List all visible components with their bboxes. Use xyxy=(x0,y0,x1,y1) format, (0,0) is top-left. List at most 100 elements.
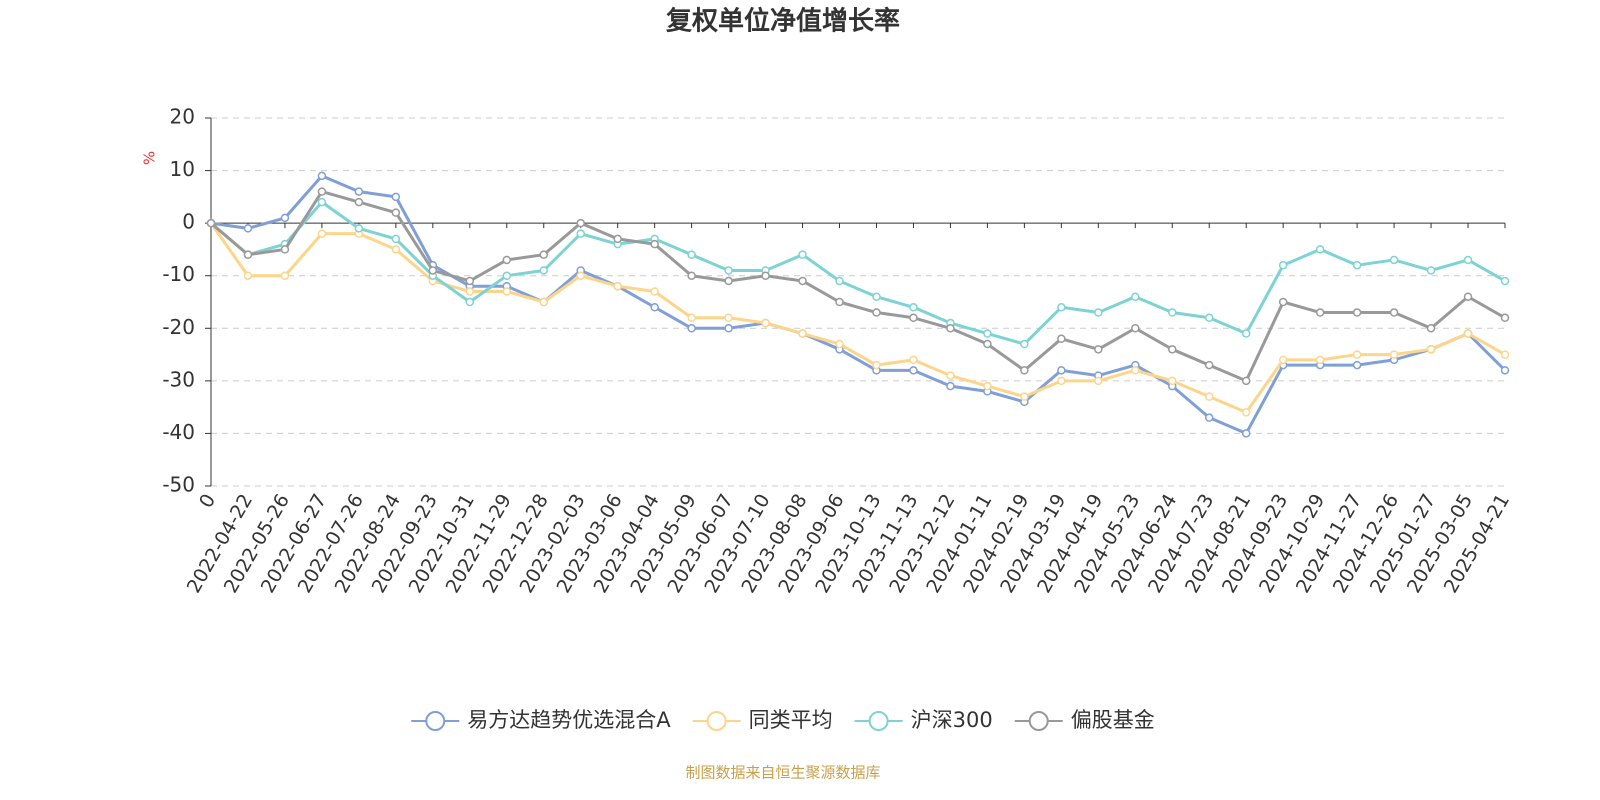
point-marker xyxy=(1352,260,1362,270)
point-marker xyxy=(539,250,548,259)
point-marker xyxy=(465,276,475,286)
point-marker xyxy=(1500,313,1510,323)
point-marker xyxy=(391,245,401,254)
point-marker xyxy=(243,224,253,233)
point-marker xyxy=(1020,339,1029,349)
point-marker xyxy=(1131,366,1140,375)
point-marker xyxy=(502,255,512,265)
y-tick-label: 20 xyxy=(170,105,195,129)
point-marker xyxy=(576,229,585,238)
point-marker xyxy=(835,276,844,286)
point-marker xyxy=(1168,345,1177,354)
point-marker xyxy=(1352,350,1362,359)
point-marker xyxy=(576,271,585,280)
point-marker xyxy=(761,318,770,328)
point-marker xyxy=(206,218,216,228)
point-marker xyxy=(428,266,438,275)
point-marker xyxy=(1241,408,1251,417)
y-tick-label: -20 xyxy=(162,315,195,339)
point-marker xyxy=(1426,345,1436,354)
legend-label: 同类平均 xyxy=(749,708,833,732)
y-tick-label: -50 xyxy=(162,473,195,497)
legend-item: 偏股基金 xyxy=(1014,708,1155,732)
point-marker xyxy=(1057,376,1066,386)
point-marker xyxy=(502,287,512,296)
point-marker xyxy=(909,313,918,323)
point-marker xyxy=(872,292,881,301)
point-marker xyxy=(687,271,696,280)
point-marker xyxy=(872,308,881,317)
point-marker xyxy=(465,287,475,296)
point-marker xyxy=(1426,266,1436,275)
point-marker xyxy=(983,339,992,349)
point-marker xyxy=(1020,392,1029,401)
point-marker xyxy=(280,245,290,254)
y-tick-label: -30 xyxy=(162,367,195,391)
point-marker xyxy=(391,208,401,217)
series-line xyxy=(210,190,1506,383)
y-tick-label: -10 xyxy=(162,262,195,286)
point-marker xyxy=(1463,292,1473,301)
point-marker xyxy=(1241,329,1251,338)
point-marker xyxy=(909,366,918,375)
chart-title: 复权单位净值增长率 xyxy=(666,6,900,37)
point-marker xyxy=(1168,308,1177,317)
point-marker xyxy=(1426,324,1436,333)
point-marker xyxy=(354,197,364,207)
series-line xyxy=(210,200,1506,346)
legend-label: 沪深300 xyxy=(911,708,993,732)
point-marker xyxy=(317,171,327,181)
legend-label: 易方达趋势优选混合A xyxy=(467,708,671,732)
point-marker xyxy=(724,276,733,286)
legend-item: 易方达趋势优选混合A xyxy=(411,708,671,732)
point-marker xyxy=(354,187,364,196)
point-marker xyxy=(1204,392,1214,401)
point-marker xyxy=(1352,308,1362,317)
point-marker xyxy=(391,192,401,202)
legend-label: 偏股基金 xyxy=(1071,708,1155,732)
point-marker xyxy=(1500,276,1510,286)
y-tick-label: 10 xyxy=(170,157,195,181)
source-note: 制图数据来自恒生聚源数据库 xyxy=(685,764,880,782)
point-marker xyxy=(724,324,733,333)
point-marker xyxy=(1057,334,1066,344)
point-marker xyxy=(1094,345,1103,354)
point-marker xyxy=(1315,308,1325,317)
point-marker xyxy=(1278,355,1288,365)
x-tick-label: 0 xyxy=(195,490,220,511)
point-marker xyxy=(1168,376,1177,386)
point-marker xyxy=(1057,366,1066,375)
point-marker xyxy=(1204,313,1214,323)
series-line xyxy=(209,222,1506,414)
point-marker xyxy=(761,271,770,280)
legend-swatch-marker xyxy=(1028,711,1049,731)
point-marker xyxy=(835,339,844,349)
y-tick-label: 0 xyxy=(182,210,195,234)
point-marker xyxy=(391,234,401,244)
point-marker xyxy=(687,324,696,333)
legend-swatch-marker xyxy=(425,711,446,731)
point-marker xyxy=(687,250,696,259)
point-marker xyxy=(687,313,696,323)
point-marker xyxy=(502,271,512,280)
point-marker xyxy=(1131,324,1140,333)
point-marker xyxy=(1389,308,1399,317)
point-marker xyxy=(1094,376,1103,386)
point-marker xyxy=(946,324,955,333)
point-marker xyxy=(354,224,364,233)
point-marker xyxy=(1278,297,1288,307)
point-marker xyxy=(1463,329,1473,338)
y-axis-label: % xyxy=(141,151,159,165)
point-marker xyxy=(465,297,475,307)
point-marker xyxy=(650,287,659,296)
point-marker xyxy=(798,276,807,286)
point-marker xyxy=(1094,308,1103,317)
legend-swatch-marker xyxy=(868,711,889,731)
point-marker xyxy=(724,266,733,275)
point-marker xyxy=(280,271,290,280)
point-marker xyxy=(650,239,659,249)
point-marker xyxy=(613,234,622,244)
legend-swatch-marker xyxy=(706,711,727,731)
point-marker xyxy=(539,266,548,275)
